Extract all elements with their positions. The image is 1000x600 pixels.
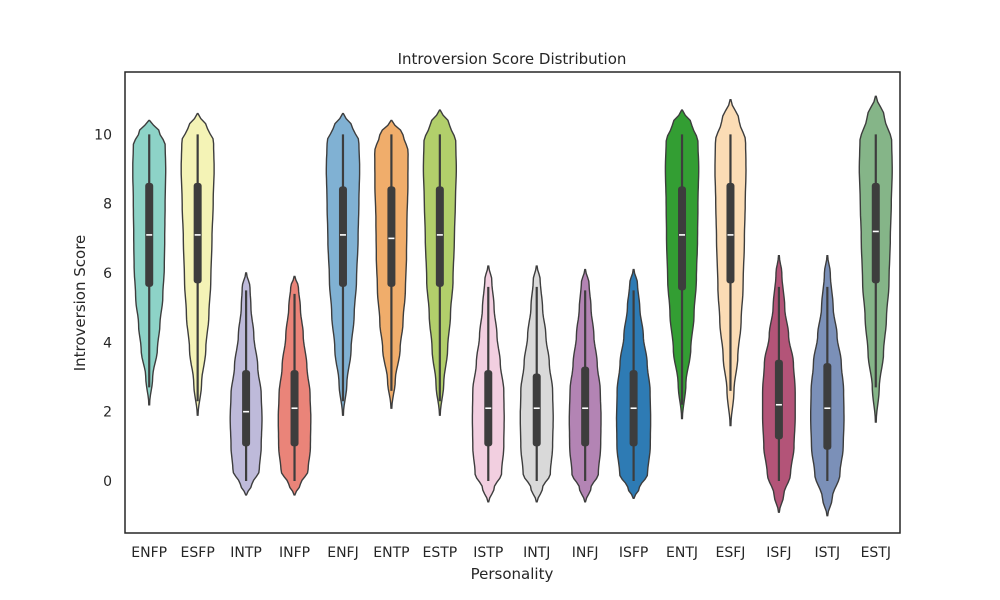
violin-infj bbox=[568, 268, 602, 503]
violin-entp bbox=[373, 119, 409, 409]
x-tick-label: ISFP bbox=[619, 545, 649, 561]
violin-iqr-box bbox=[532, 373, 541, 447]
violin-isfj bbox=[761, 255, 796, 513]
x-tick-label: ESTP bbox=[422, 545, 457, 561]
x-tick-label: ENFJ bbox=[327, 545, 359, 561]
x-tick-label: ENTJ bbox=[666, 545, 698, 561]
y-tick-label: 0 bbox=[103, 474, 112, 490]
x-tick-label: INFP bbox=[279, 545, 310, 561]
violin-iqr-box bbox=[871, 182, 880, 284]
violin-iqr-box bbox=[338, 186, 347, 287]
violin-esfp bbox=[180, 112, 215, 416]
violin-istj bbox=[810, 255, 845, 517]
violin-iqr-box bbox=[242, 370, 251, 447]
chart-title: Introversion Score Distribution bbox=[398, 50, 627, 68]
violin-esfj bbox=[714, 99, 747, 427]
violins bbox=[132, 95, 893, 517]
violin-iqr-box bbox=[387, 186, 396, 287]
plot-frame bbox=[124, 71, 901, 534]
violin-iqr-box bbox=[435, 186, 444, 287]
violin-iqr-box bbox=[678, 186, 687, 291]
x-tick-label: INFJ bbox=[572, 545, 599, 561]
x-tick-label: ISTJ bbox=[814, 545, 840, 561]
violin-istp bbox=[471, 265, 505, 503]
violin-iqr-box bbox=[193, 182, 202, 284]
violin-iqr-box bbox=[823, 363, 832, 450]
x-tick-label: ISTP bbox=[473, 545, 503, 561]
x-axis-ticks: ENFP ESFP INTP INFP ENFJ ENTP ESTP ISTP INTJ INFJ… bbox=[131, 545, 891, 561]
x-tick-label: INTJ bbox=[523, 545, 550, 561]
x-tick-label: ENFP bbox=[131, 545, 167, 561]
violin-isfp bbox=[615, 268, 652, 499]
violin-intp bbox=[229, 272, 263, 496]
x-tick-label: ISFJ bbox=[766, 545, 791, 561]
y-tick-label: 4 bbox=[103, 335, 112, 351]
violin-iqr-box bbox=[726, 182, 735, 284]
x-tick-label: ESTJ bbox=[861, 545, 891, 561]
violin-estj bbox=[858, 95, 893, 423]
violin-estp bbox=[422, 109, 457, 416]
violin-iqr-box bbox=[581, 366, 590, 447]
y-tick-label: 10 bbox=[94, 127, 112, 143]
x-tick-label: ESFP bbox=[181, 545, 215, 561]
violin-infp bbox=[277, 275, 312, 496]
violin-enfp bbox=[132, 119, 167, 406]
x-axis-label: Personality bbox=[471, 565, 554, 583]
violin-enfj bbox=[325, 112, 361, 416]
violin-intj bbox=[519, 265, 554, 503]
y-tick-label: 6 bbox=[103, 266, 112, 282]
violin-iqr-box bbox=[774, 359, 783, 440]
x-tick-label: ESFJ bbox=[716, 545, 746, 561]
y-axis-ticks: 0 2 4 6 8 10 bbox=[94, 127, 112, 490]
y-tick-label: 2 bbox=[103, 405, 112, 421]
violin-entj bbox=[664, 109, 700, 420]
x-tick-label: ENTP bbox=[373, 545, 409, 561]
y-tick-label: 8 bbox=[103, 197, 112, 213]
x-tick-label: INTP bbox=[230, 545, 262, 561]
y-axis-label: Introversion Score bbox=[71, 235, 89, 372]
